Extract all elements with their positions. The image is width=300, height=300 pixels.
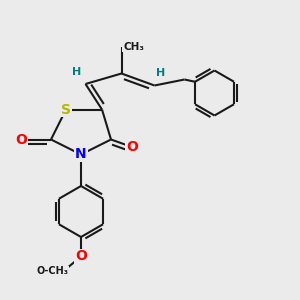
- Text: N: N: [75, 148, 87, 161]
- Text: S: S: [61, 103, 71, 116]
- Text: O: O: [75, 250, 87, 263]
- Text: O: O: [15, 133, 27, 146]
- Text: H: H: [72, 67, 81, 77]
- Text: O-CH₃: O-CH₃: [37, 266, 68, 277]
- Text: H: H: [156, 68, 165, 79]
- Text: O: O: [126, 140, 138, 154]
- Text: CH₃: CH₃: [123, 41, 144, 52]
